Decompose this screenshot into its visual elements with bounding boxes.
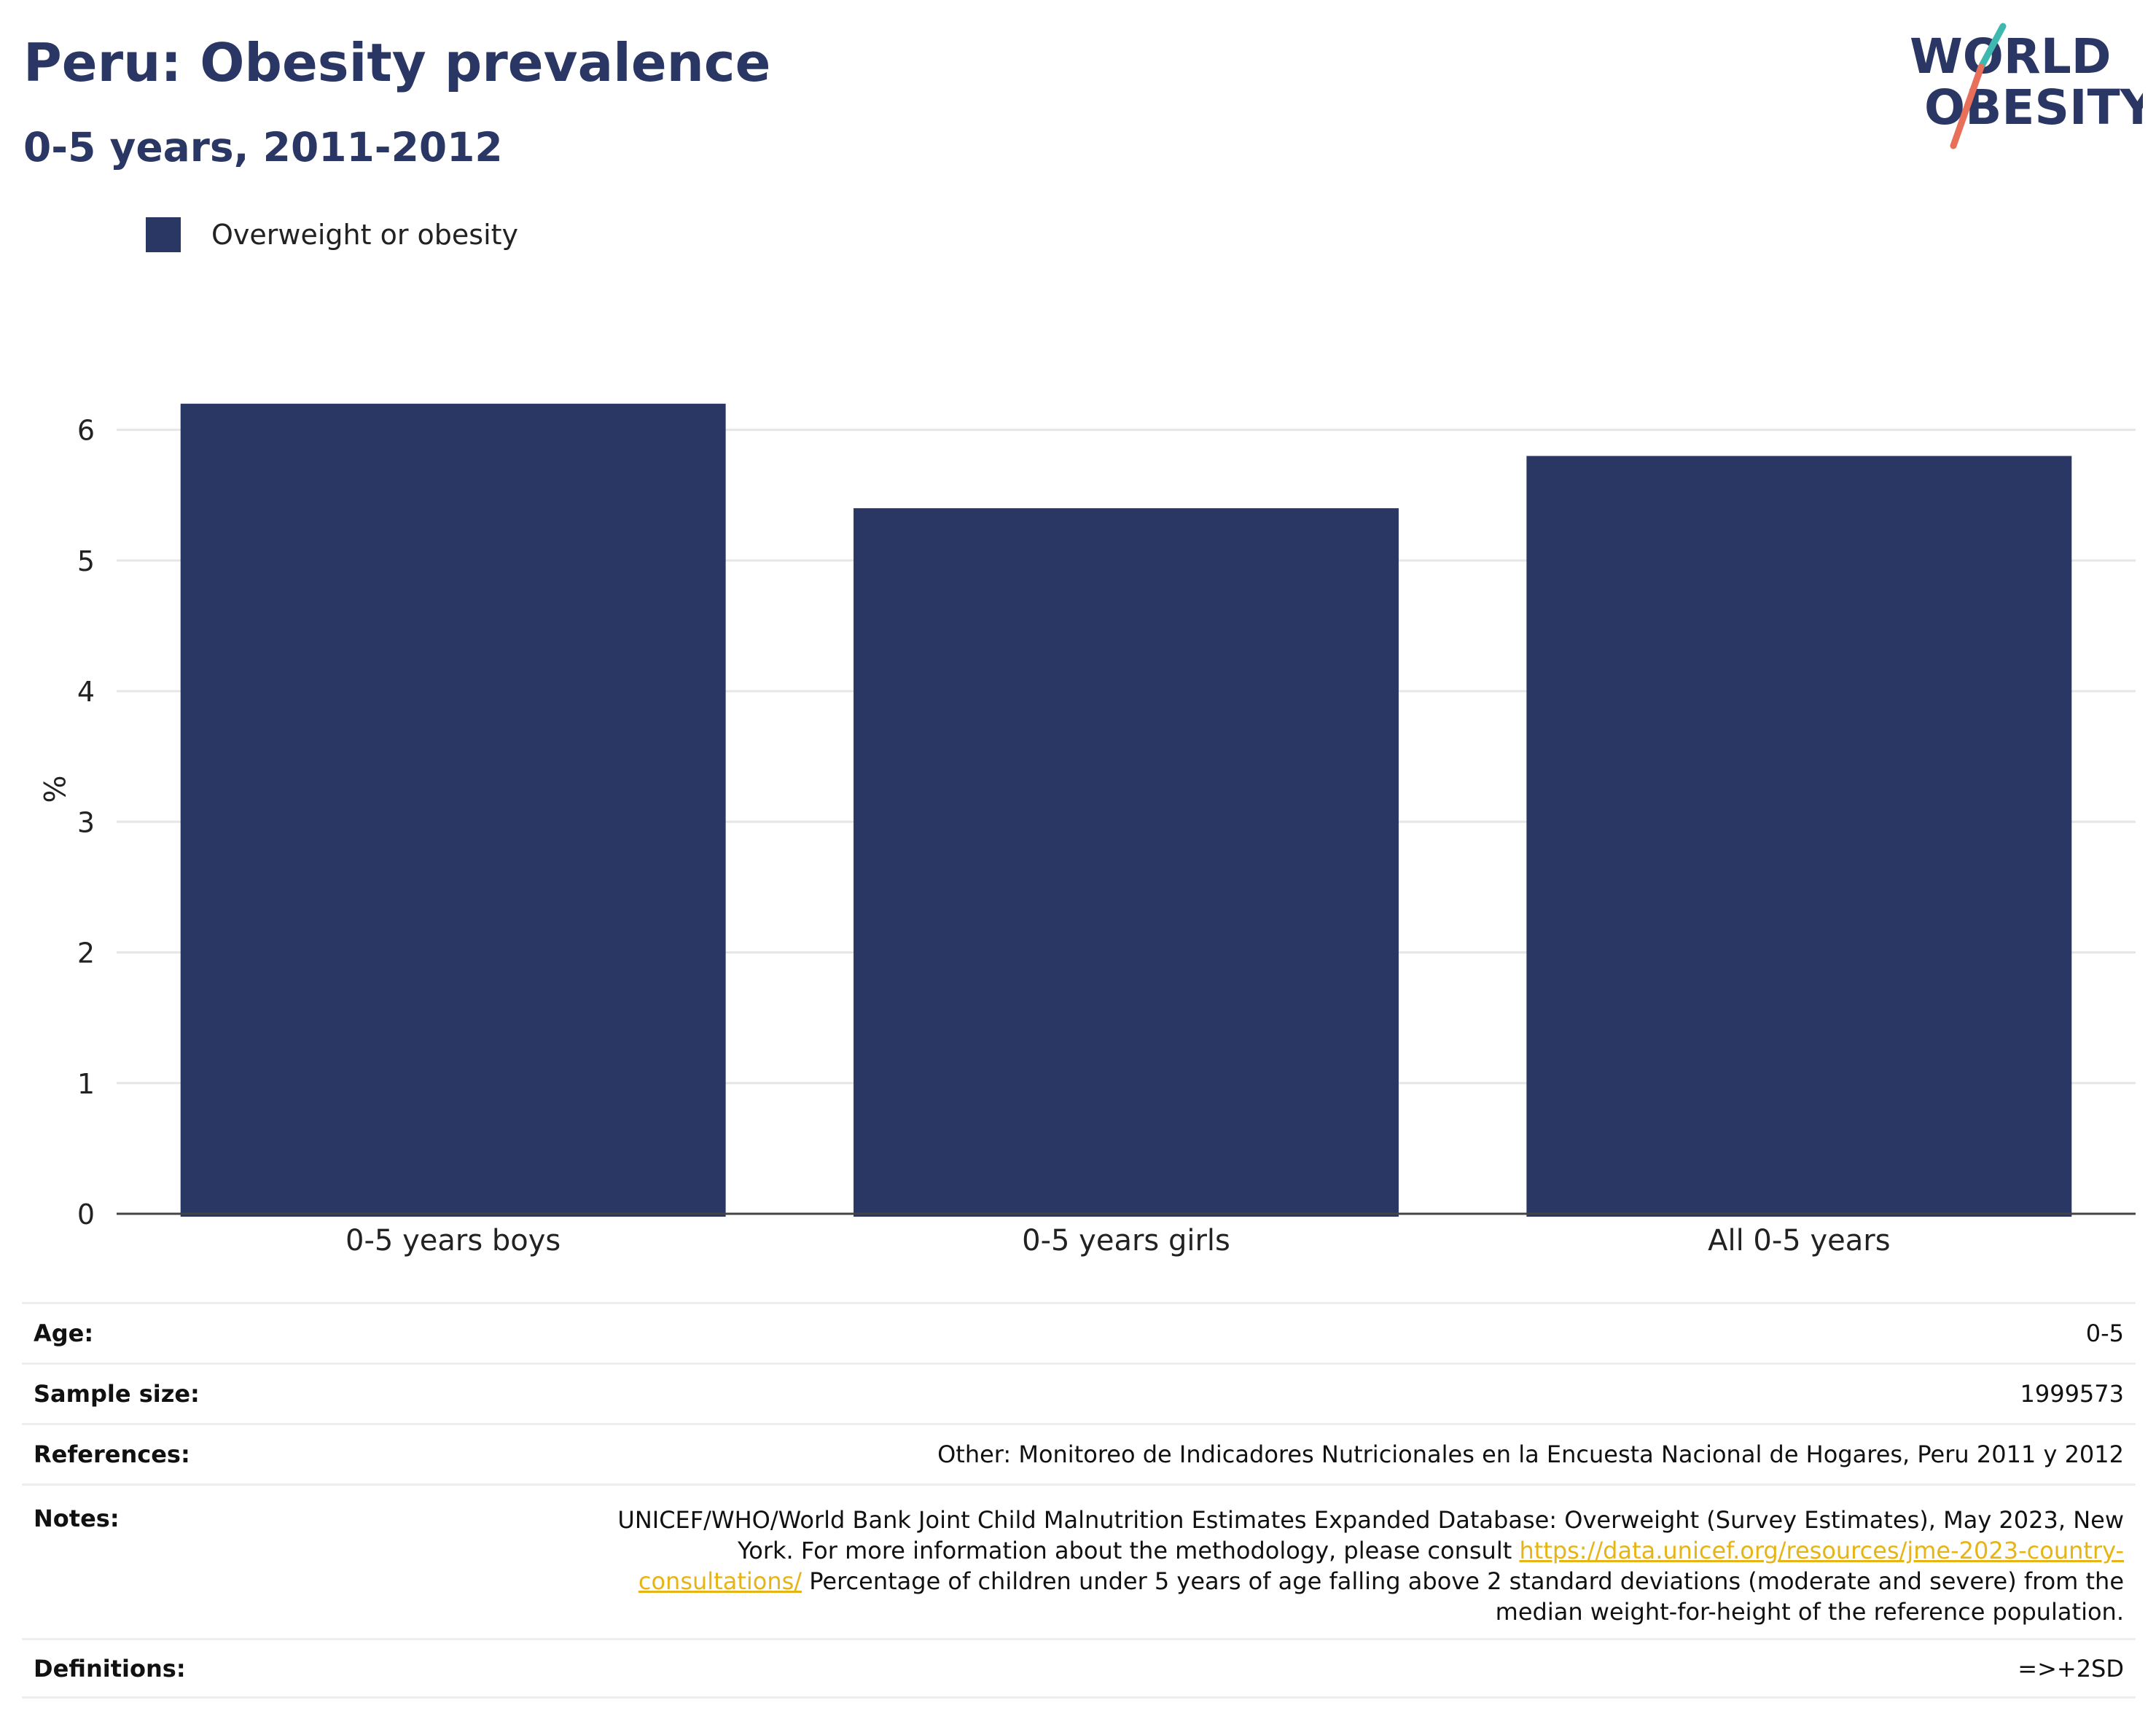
notes-value: UNICEF/WHO/World Bank Joint Child Malnut… — [593, 1505, 2124, 1627]
world-obesity-logo: WORLD OBESITY — [1910, 23, 2143, 149]
y-axis-ticks: 0 1 2 3 4 5 6 — [77, 415, 95, 1231]
y-tick-label: 2 — [77, 937, 95, 970]
meta-row-definitions: Definitions: =>+2SD — [22, 1638, 2136, 1699]
y-tick-label: 0 — [77, 1198, 95, 1231]
y-axis-label: % — [36, 775, 70, 803]
bar — [1526, 456, 2072, 1217]
legend-label-overweight: Overweight or obesity — [211, 219, 519, 251]
meta-row-references: References: Other: Monitoreo de Indicado… — [22, 1423, 2136, 1483]
bar — [854, 508, 1399, 1217]
bars — [180, 403, 2072, 1217]
x-category-label: 0-5 years girls — [1022, 1224, 1230, 1258]
notes-text-2: Percentage of children under 5 years of … — [802, 1567, 2124, 1626]
meta-row-notes: Notes: UNICEF/WHO/World Bank Joint Child… — [22, 1483, 2136, 1638]
age-value: 0-5 — [2085, 1319, 2124, 1347]
x-axis-labels: 0-5 years boys 0-5 years girls All 0-5 yea… — [345, 1224, 1890, 1258]
metadata-table: Age: 0-5 Sample size: 1999573 References… — [22, 1302, 2136, 1699]
references-value: Other: Monitoreo de Indicadores Nutricio… — [937, 1440, 2124, 1468]
methodology-link[interactable]: https://data.unicef.org/resources/jme-20… — [638, 1537, 2124, 1595]
notes-text-1: UNICEF/WHO/World Bank Joint Child Malnut… — [617, 1506, 2124, 1564]
y-tick-label: 4 — [77, 676, 95, 708]
definitions-label: Definitions: — [34, 1654, 186, 1683]
definitions-value: =>+2SD — [2018, 1654, 2124, 1683]
page-title: Peru: Obesity prevalence — [23, 32, 771, 93]
sample-size-label: Sample size: — [34, 1380, 200, 1408]
legend-swatch-overweight — [146, 217, 181, 252]
sample-size-value: 1999573 — [2020, 1380, 2124, 1408]
x-category-label: All 0-5 years — [1708, 1224, 1890, 1258]
x-category-label: 0-5 years boys — [345, 1224, 561, 1258]
references-label: References: — [34, 1440, 190, 1468]
bar-chart: 0 1 2 3 4 5 6 0-5 years boys 0-5 years girls All… — [36, 403, 2136, 1258]
chart-legend: Overweight or obesity — [146, 217, 518, 252]
y-tick-label: 6 — [77, 415, 95, 447]
meta-row-age: Age: 0-5 — [22, 1302, 2136, 1362]
y-tick-label: 3 — [77, 806, 95, 838]
page-subtitle: 0-5 years, 2011-2012 — [23, 124, 503, 171]
y-tick-label: 1 — [77, 1068, 95, 1100]
svg-text:WORLD: WORLD — [1910, 28, 2112, 85]
meta-row-sample-size: Sample size: 1999573 — [22, 1362, 2136, 1423]
bar — [180, 403, 726, 1217]
y-tick-label: 5 — [77, 545, 95, 577]
age-label: Age: — [34, 1319, 94, 1347]
notes-label: Notes: — [34, 1505, 120, 1532]
